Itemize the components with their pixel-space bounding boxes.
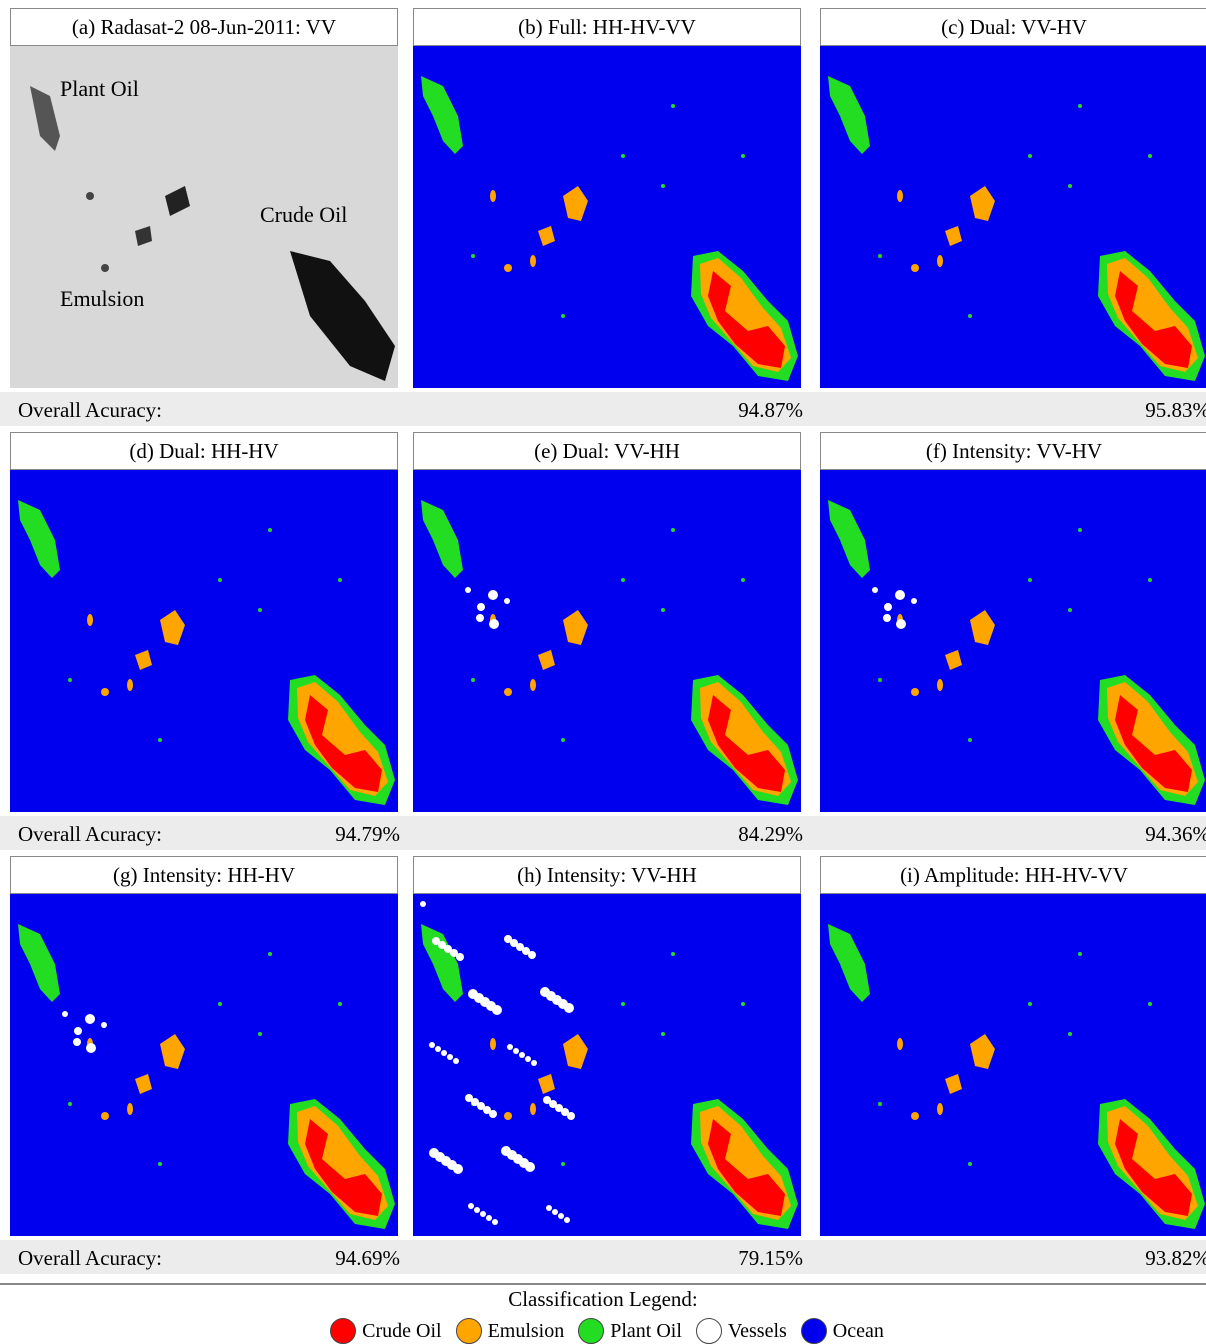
panel-title: (a) Radasat-2 08-Jun-2011: VV <box>10 8 398 46</box>
panel-image <box>10 894 398 1236</box>
legend-label: Vessels <box>728 1320 787 1343</box>
legend-swatch <box>696 1318 722 1344</box>
legend-swatch <box>801 1318 827 1344</box>
accuracy-value: 95.83% <box>1145 398 1206 423</box>
accuracy-value: 94.36% <box>1145 822 1206 847</box>
accuracy-value: 94.87% <box>738 398 803 423</box>
legend-label: Ocean <box>833 1320 884 1343</box>
accuracy-band: Overall Acuracy: 94.79% 84.29% 94.36% <box>0 816 1206 850</box>
accuracy-value: 94.79% <box>335 822 400 847</box>
annotation: Plant Oil <box>60 76 139 102</box>
legend-swatch <box>456 1318 482 1344</box>
accuracy-band: Overall Acuracy: 94.69% 79.15% 93.82% <box>0 1240 1206 1274</box>
panel-title: (g) Intensity: HH-HV <box>10 856 398 894</box>
panel-title: (d) Dual: HH-HV <box>10 432 398 470</box>
panel-image <box>413 470 801 812</box>
page: Classification Legend: Crude Oil Emulsion… <box>0 0 1206 1344</box>
accuracy-label: Overall Acuracy: <box>18 398 162 423</box>
legend-label: Emulsion <box>488 1320 565 1343</box>
panel-image <box>413 46 801 388</box>
accuracy-label: Overall Acuracy: <box>18 1246 162 1271</box>
annotation: Emulsion <box>60 286 144 312</box>
legend-swatch <box>330 1318 356 1344</box>
panel-title: (i) Amplitude: HH-HV-VV <box>820 856 1206 894</box>
panel-image <box>820 46 1206 388</box>
panel-image <box>10 470 398 812</box>
panel-title: (h) Intensity: VV-HH <box>413 856 801 894</box>
legend-title: Classification Legend: <box>0 1287 1206 1312</box>
accuracy-value: 79.15% <box>738 1246 803 1271</box>
panel-title: (f) Intensity: VV-HV <box>820 432 1206 470</box>
accuracy-value: 94.69% <box>335 1246 400 1271</box>
accuracy-band: Overall Acuracy: 94.87% 95.83% <box>0 392 1206 426</box>
panel-image <box>820 470 1206 812</box>
accuracy-value: 93.82% <box>1145 1246 1206 1271</box>
legend-label: Crude Oil <box>362 1320 441 1343</box>
panel-image <box>413 894 801 1236</box>
accuracy-label: Overall Acuracy: <box>18 822 162 847</box>
panel-title: (b) Full: HH-HV-VV <box>413 8 801 46</box>
legend: Crude Oil Emulsion Plant Oil Vessels Ocean <box>0 1318 1206 1344</box>
legend-label: Plant Oil <box>610 1320 682 1343</box>
panel-image <box>820 894 1206 1236</box>
panel-title: (c) Dual: VV-HV <box>820 8 1206 46</box>
annotation: Crude Oil <box>260 202 347 228</box>
panel-title: (e) Dual: VV-HH <box>413 432 801 470</box>
divider <box>0 1283 1206 1285</box>
legend-swatch <box>578 1318 604 1344</box>
accuracy-value: 84.29% <box>738 822 803 847</box>
